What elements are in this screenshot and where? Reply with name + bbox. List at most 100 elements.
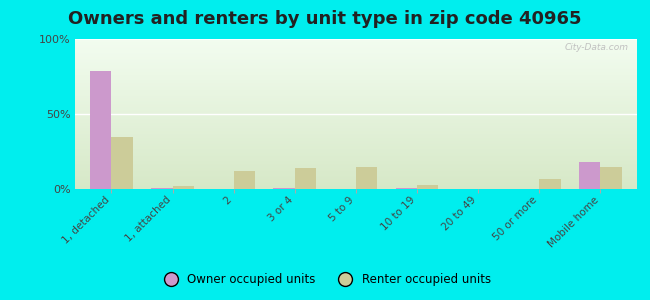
Bar bbox=[75, 174, 637, 176]
Bar bbox=[75, 98, 637, 99]
Bar bbox=[75, 57, 637, 58]
Bar bbox=[75, 51, 637, 52]
Bar bbox=[75, 142, 637, 144]
Text: Owners and renters by unit type in zip code 40965: Owners and renters by unit type in zip c… bbox=[68, 11, 582, 28]
Bar bbox=[75, 129, 637, 130]
Bar bbox=[75, 102, 637, 104]
Bar bbox=[75, 69, 637, 70]
Bar bbox=[75, 66, 637, 68]
Bar bbox=[75, 176, 637, 177]
Bar bbox=[75, 110, 637, 111]
Bar bbox=[75, 122, 637, 123]
Bar bbox=[75, 56, 637, 57]
Bar bbox=[233, 171, 255, 189]
Bar bbox=[75, 72, 637, 74]
Bar bbox=[75, 85, 637, 87]
Bar bbox=[75, 177, 637, 178]
Bar bbox=[75, 120, 637, 122]
Bar bbox=[75, 42, 637, 44]
Text: City-Data.com: City-Data.com bbox=[565, 44, 629, 52]
Bar bbox=[75, 58, 637, 60]
Bar bbox=[75, 74, 637, 75]
Bar bbox=[75, 106, 637, 108]
Bar bbox=[75, 156, 637, 158]
Bar bbox=[75, 118, 637, 120]
Bar bbox=[75, 147, 637, 148]
Bar bbox=[75, 103, 637, 105]
Bar bbox=[75, 80, 637, 81]
Bar bbox=[75, 92, 637, 93]
Bar bbox=[75, 50, 637, 51]
Legend: Owner occupied units, Renter occupied units: Owner occupied units, Renter occupied un… bbox=[154, 269, 496, 291]
Bar bbox=[75, 158, 637, 159]
Bar bbox=[75, 183, 637, 184]
Bar bbox=[75, 146, 637, 147]
Bar bbox=[75, 154, 637, 156]
Bar bbox=[75, 61, 637, 63]
Bar bbox=[111, 136, 133, 189]
Bar bbox=[172, 186, 194, 189]
Bar bbox=[75, 87, 637, 88]
Bar bbox=[75, 134, 637, 135]
Bar bbox=[75, 135, 637, 136]
Bar bbox=[75, 90, 637, 92]
Bar bbox=[75, 128, 637, 129]
Bar bbox=[75, 88, 637, 90]
Bar bbox=[274, 188, 294, 189]
Bar bbox=[75, 153, 637, 154]
Bar bbox=[151, 188, 172, 189]
Bar bbox=[75, 169, 637, 171]
Bar bbox=[75, 171, 637, 172]
Bar bbox=[90, 70, 111, 189]
Bar bbox=[75, 70, 637, 72]
Bar bbox=[75, 45, 637, 46]
Bar bbox=[75, 150, 637, 152]
Bar bbox=[75, 164, 637, 165]
Bar bbox=[75, 81, 637, 82]
Bar bbox=[75, 76, 637, 78]
Bar bbox=[75, 144, 637, 146]
Bar bbox=[75, 99, 637, 100]
Bar bbox=[75, 117, 637, 118]
Bar bbox=[75, 52, 637, 54]
Bar bbox=[75, 48, 637, 50]
Bar bbox=[75, 165, 637, 166]
Bar bbox=[75, 54, 637, 56]
Bar bbox=[75, 68, 637, 69]
Bar bbox=[356, 167, 377, 189]
Bar bbox=[75, 84, 637, 86]
Bar bbox=[75, 172, 637, 174]
Bar bbox=[75, 167, 637, 168]
Bar bbox=[75, 184, 637, 186]
Bar bbox=[75, 105, 637, 106]
Bar bbox=[75, 44, 637, 45]
Bar bbox=[75, 152, 637, 153]
Bar bbox=[75, 116, 637, 117]
Bar bbox=[75, 39, 637, 40]
Bar bbox=[396, 188, 417, 189]
Bar bbox=[75, 140, 637, 141]
Bar bbox=[75, 148, 637, 150]
Bar bbox=[75, 182, 637, 183]
Bar bbox=[601, 167, 621, 189]
Bar bbox=[75, 82, 637, 84]
Bar bbox=[540, 178, 560, 189]
Bar bbox=[75, 186, 637, 188]
Bar bbox=[75, 64, 637, 66]
Bar bbox=[75, 111, 637, 112]
Bar bbox=[75, 178, 637, 180]
Bar bbox=[75, 130, 637, 132]
Bar bbox=[75, 160, 637, 162]
Bar bbox=[75, 123, 637, 124]
Bar bbox=[75, 100, 637, 102]
Bar bbox=[75, 126, 637, 128]
Bar bbox=[75, 138, 637, 140]
Bar bbox=[294, 168, 316, 189]
Bar bbox=[75, 188, 637, 189]
Bar bbox=[579, 162, 601, 189]
Bar bbox=[75, 46, 637, 48]
Bar bbox=[75, 124, 637, 126]
Bar bbox=[75, 60, 637, 61]
Bar bbox=[75, 136, 637, 138]
Bar bbox=[75, 93, 637, 94]
